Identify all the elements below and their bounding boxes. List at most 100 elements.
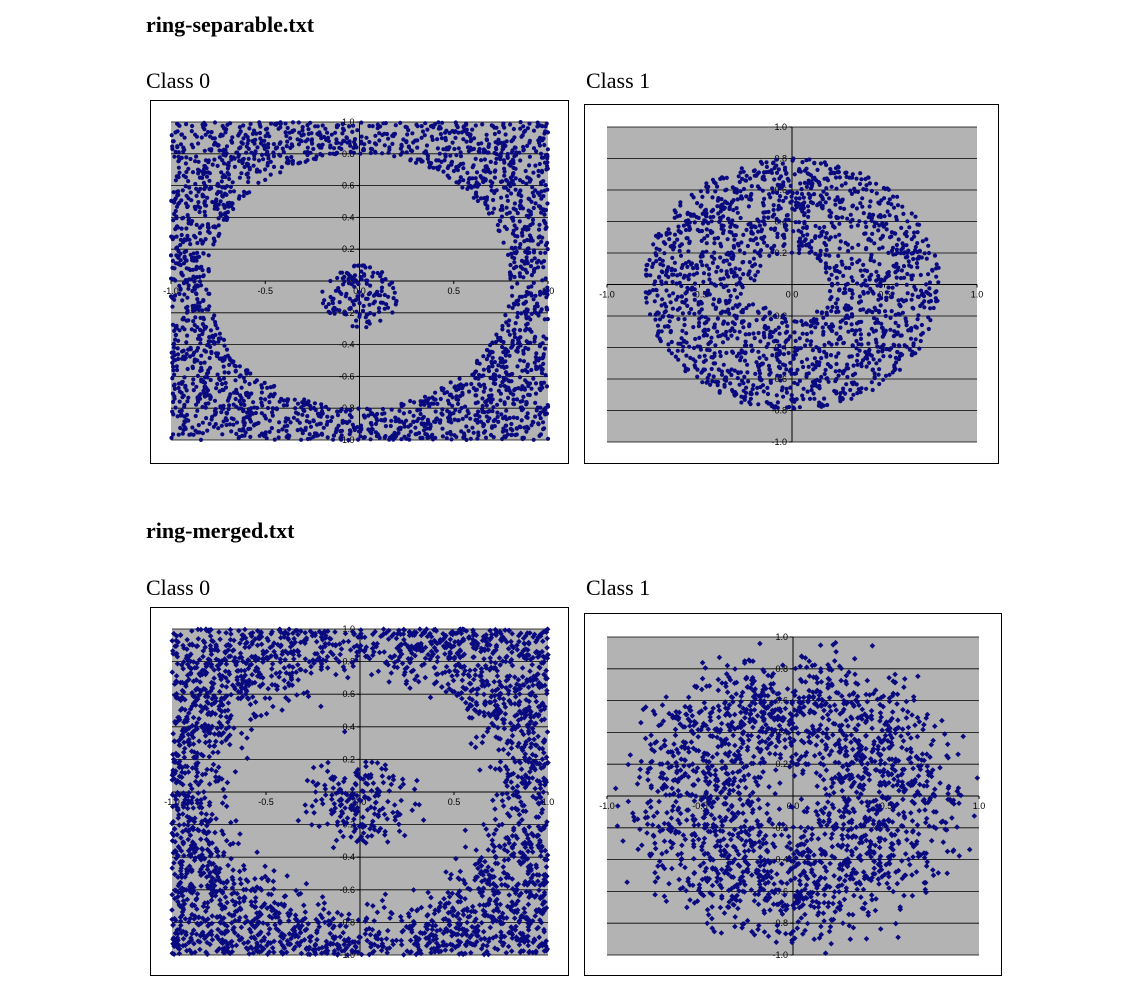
section-title-merged: ring-merged.txt (146, 518, 295, 543)
data-point (174, 253, 179, 258)
data-point (882, 196, 887, 201)
data-point (239, 395, 244, 401)
data-point (454, 153, 459, 158)
data-point (684, 340, 689, 345)
data-point (197, 175, 202, 180)
data-point (528, 209, 533, 214)
data-point (506, 304, 511, 309)
data-point (518, 425, 523, 430)
data-point (881, 342, 886, 347)
data-point (700, 369, 705, 374)
data-point (200, 431, 205, 436)
data-point (397, 408, 402, 413)
data-point (704, 263, 709, 268)
data-point (392, 290, 397, 295)
data-point (221, 364, 226, 369)
data-point (188, 242, 193, 247)
data-point (496, 419, 501, 424)
data-point (329, 132, 334, 137)
data-point (201, 298, 206, 303)
data-point (282, 424, 287, 429)
data-point (368, 283, 373, 288)
data-point (187, 185, 192, 190)
data-point (299, 139, 304, 144)
data-point (835, 195, 840, 200)
data-point (812, 396, 817, 401)
data-point (706, 327, 711, 332)
data-point (657, 317, 663, 322)
data-point (661, 263, 666, 268)
data-point (543, 373, 548, 378)
data-point (709, 209, 714, 214)
data-point (343, 310, 348, 315)
data-point (302, 408, 307, 413)
data-point (930, 268, 935, 273)
data-point (384, 839, 391, 845)
data-point (443, 152, 448, 157)
y-tick-label: 0.2 (342, 754, 355, 764)
data-point (722, 377, 727, 382)
data-point (368, 150, 373, 156)
data-point (766, 325, 771, 330)
data-point (435, 146, 440, 151)
data-point (179, 198, 184, 203)
data-point (706, 221, 711, 226)
data-point (233, 396, 238, 402)
data-point (295, 631, 301, 638)
data-point (351, 264, 357, 269)
data-point (918, 272, 923, 278)
data-point (219, 179, 224, 184)
data-point (511, 401, 516, 406)
data-point (320, 153, 325, 158)
y-tick-label: -0.6 (339, 371, 355, 381)
data-point (485, 710, 492, 717)
data-point (481, 168, 486, 173)
data-point (894, 360, 899, 365)
data-point (206, 370, 211, 375)
data-point (730, 251, 735, 256)
data-point (823, 321, 828, 327)
data-point (812, 356, 817, 361)
data-point (415, 124, 420, 129)
data-point (459, 695, 465, 702)
data-point (512, 759, 518, 765)
data-point (797, 236, 803, 241)
data-point (195, 345, 201, 351)
data-point (883, 373, 889, 378)
data-point (208, 377, 213, 383)
data-point (283, 694, 289, 701)
data-point (904, 344, 909, 349)
data-point (216, 339, 221, 344)
data-point (849, 396, 854, 401)
data-point (694, 263, 699, 268)
data-point (891, 205, 897, 210)
data-point (530, 221, 535, 226)
label-merged-class0: Class 0 (146, 575, 211, 600)
data-point (242, 402, 247, 408)
data-point (350, 324, 355, 329)
data-point (692, 281, 698, 286)
data-point (740, 319, 745, 324)
data-point (827, 208, 832, 213)
data-point (710, 195, 715, 200)
data-point (456, 180, 461, 185)
data-point (834, 361, 839, 367)
data-point (473, 176, 478, 181)
data-point (521, 147, 526, 152)
data-point (398, 152, 403, 157)
data-point (757, 250, 762, 255)
data-point (207, 147, 212, 152)
data-point (517, 294, 522, 299)
data-point (893, 366, 898, 372)
data-point (513, 321, 518, 326)
data-point (284, 434, 289, 440)
data-point (869, 218, 874, 223)
data-point (301, 132, 306, 137)
data-point (495, 414, 500, 419)
data-point (494, 368, 499, 373)
data-point (922, 251, 927, 256)
data-point (758, 159, 763, 164)
data-point (415, 145, 420, 150)
data-point (356, 406, 361, 411)
data-point (740, 176, 745, 181)
